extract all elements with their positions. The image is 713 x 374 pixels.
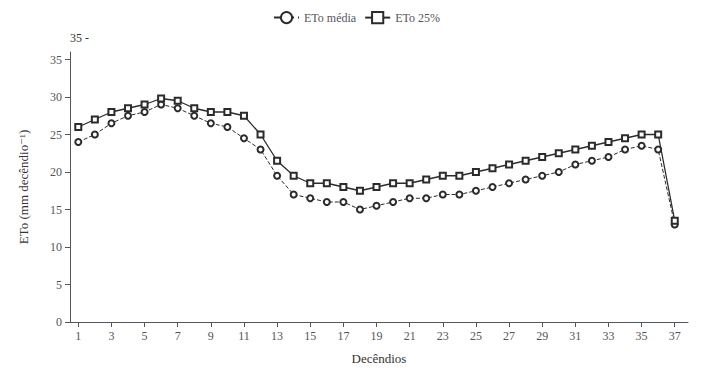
svg-text:ETo (mm decêndio⁻¹): ETo (mm decêndio⁻¹) [16, 130, 31, 245]
svg-text:3: 3 [108, 329, 114, 343]
svg-text:11: 11 [238, 329, 250, 343]
svg-text:ETo média: ETo média [304, 11, 357, 25]
svg-text:7: 7 [175, 329, 181, 343]
svg-text:35 -: 35 - [70, 31, 89, 45]
svg-text:29: 29 [536, 329, 548, 343]
svg-text:1: 1 [75, 329, 81, 343]
svg-text:37: 37 [669, 329, 681, 343]
svg-text:15: 15 [304, 329, 316, 343]
svg-text:21: 21 [404, 329, 416, 343]
svg-text:10: 10 [50, 240, 62, 254]
svg-text:25: 25 [50, 128, 62, 142]
svg-text:33: 33 [602, 329, 614, 343]
svg-text:35: 35 [636, 329, 648, 343]
svg-text:15: 15 [50, 203, 62, 217]
svg-text:Decêndios: Decêndios [352, 351, 407, 366]
svg-text:31: 31 [569, 329, 581, 343]
svg-text:25: 25 [470, 329, 482, 343]
svg-text:27: 27 [503, 329, 515, 343]
svg-text:20: 20 [50, 165, 62, 179]
svg-text:5: 5 [142, 329, 148, 343]
svg-text:19: 19 [371, 329, 383, 343]
svg-text:0: 0 [56, 315, 62, 329]
svg-text:13: 13 [271, 329, 283, 343]
svg-text:9: 9 [208, 329, 214, 343]
svg-text:5: 5 [56, 278, 62, 292]
svg-text:ETo 25%: ETo 25% [395, 11, 440, 25]
svg-text:23: 23 [437, 329, 449, 343]
svg-text:17: 17 [337, 329, 349, 343]
svg-text:35: 35 [50, 53, 62, 67]
svg-text:30: 30 [50, 90, 62, 104]
